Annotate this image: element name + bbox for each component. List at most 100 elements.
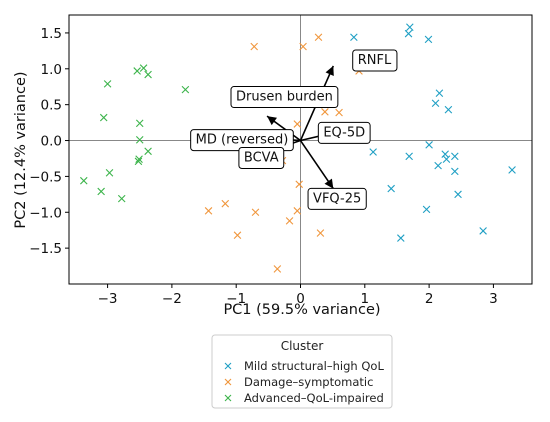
loading-label: VFQ-25 bbox=[313, 191, 361, 206]
y-tick-label: −1.5 bbox=[29, 241, 62, 257]
scatter-point-stroke bbox=[405, 152, 413, 161]
scatter-point-stroke bbox=[134, 157, 143, 166]
scatter-point-stroke bbox=[251, 208, 260, 217]
scatter-point bbox=[321, 108, 329, 116]
scatter-point-stroke bbox=[135, 136, 144, 144]
scatter-point-stroke bbox=[406, 23, 414, 31]
scatter-point-stroke bbox=[424, 35, 433, 44]
y-tick-label: 1.0 bbox=[41, 62, 62, 78]
scatter-point bbox=[233, 231, 242, 240]
scatter-point bbox=[405, 152, 413, 161]
loading-label: MD (reversed) bbox=[196, 133, 289, 148]
scatter-point bbox=[451, 152, 459, 161]
scatter-point-stroke bbox=[181, 85, 190, 94]
scatter-point bbox=[181, 85, 190, 94]
scatter-point-stroke bbox=[444, 105, 453, 114]
scatter-point-stroke bbox=[442, 155, 451, 163]
scatter-point-stroke bbox=[431, 99, 440, 108]
x-tick-label: 1 bbox=[361, 291, 370, 307]
legend-marker bbox=[224, 362, 232, 370]
scatter-point bbox=[444, 105, 453, 114]
scatter-point bbox=[135, 119, 144, 128]
x-tick-label: 3 bbox=[489, 291, 498, 307]
scatter-point-stroke bbox=[135, 119, 144, 128]
scatter-point bbox=[442, 155, 451, 163]
x-axis-label: PC1 (59.5% variance) bbox=[223, 302, 380, 318]
loading-label: RNFL bbox=[358, 53, 392, 68]
legend-entry-label: Advanced–QoL-impaired bbox=[244, 391, 384, 405]
loading-label: BCVA bbox=[244, 151, 279, 166]
scatter-point-stroke bbox=[293, 207, 302, 215]
scatter-point-stroke bbox=[293, 120, 302, 128]
scatter-point bbox=[273, 265, 282, 273]
scatter-point bbox=[479, 227, 487, 235]
scatter-point bbox=[431, 99, 440, 108]
loading-label-frame bbox=[352, 49, 398, 72]
scatter-point bbox=[133, 67, 141, 75]
loading-arrow bbox=[266, 115, 301, 142]
y-tick-label: −1.0 bbox=[29, 205, 62, 221]
loading-label: Drusen burden bbox=[236, 90, 333, 105]
scatter-point-stroke bbox=[105, 169, 114, 177]
scatter-point-stroke bbox=[250, 42, 258, 51]
loading-label-box: EQ-5D bbox=[317, 121, 371, 144]
scatter-point-stroke bbox=[435, 89, 444, 97]
scatter-point bbox=[435, 89, 444, 97]
scatter-point bbox=[135, 136, 144, 144]
scatter-point bbox=[454, 190, 462, 199]
loading-label-box: VFQ-25 bbox=[307, 187, 367, 210]
scatter-point bbox=[369, 148, 377, 156]
loading-arrow-head bbox=[267, 116, 277, 126]
scatter-point-stroke bbox=[451, 167, 459, 176]
scatter-point bbox=[387, 184, 395, 193]
scatter-point bbox=[80, 176, 88, 185]
legend-marker-stroke bbox=[224, 394, 232, 402]
scatter-point bbox=[335, 108, 343, 117]
scatter-point bbox=[134, 157, 143, 166]
scatter-point bbox=[434, 161, 442, 170]
loading-arrow bbox=[299, 140, 334, 190]
y-tick-label: −0.5 bbox=[29, 169, 62, 185]
scatter-point bbox=[99, 113, 108, 122]
loading-label-box: MD (reversed) bbox=[190, 129, 294, 152]
loading-label-box: BCVA bbox=[238, 147, 285, 170]
scatter-point-stroke bbox=[454, 190, 462, 199]
scatter-point bbox=[508, 166, 516, 174]
scatter-point bbox=[295, 180, 304, 189]
loading-label-frame bbox=[317, 121, 371, 144]
scatter-point bbox=[422, 205, 431, 214]
scatter-point bbox=[314, 33, 323, 42]
scatter-point bbox=[139, 64, 148, 72]
legend-frame bbox=[211, 334, 393, 409]
scatter-point-stroke bbox=[422, 205, 431, 214]
scatter-point bbox=[97, 187, 105, 196]
scatter-point-stroke bbox=[321, 108, 329, 116]
scatter-point bbox=[441, 150, 449, 158]
x-tick-label: −1 bbox=[226, 291, 246, 307]
scatter-point-stroke bbox=[233, 231, 242, 240]
loading-label-box: Drusen burden bbox=[230, 86, 339, 109]
x-tick-label: 0 bbox=[296, 291, 305, 307]
scatter-point bbox=[299, 42, 307, 51]
scatter-point bbox=[425, 141, 433, 149]
loading-label-frame bbox=[238, 147, 285, 170]
x-tick-label: 2 bbox=[425, 291, 434, 307]
scatter-point bbox=[251, 208, 260, 217]
scatter-point-stroke bbox=[369, 148, 377, 156]
scatter-point-stroke bbox=[335, 108, 343, 117]
x-tick-label: −2 bbox=[162, 291, 182, 307]
scatter-point bbox=[406, 23, 414, 31]
legend-marker-stroke bbox=[224, 378, 232, 386]
scatter-point bbox=[135, 155, 143, 163]
y-tick-label: 1.5 bbox=[41, 26, 62, 42]
scatter-point-stroke bbox=[144, 70, 152, 79]
scatter-point bbox=[293, 207, 302, 215]
scatter-point-stroke bbox=[133, 67, 141, 75]
y-tick-label: 0.0 bbox=[41, 134, 62, 150]
scatter-point-stroke bbox=[434, 161, 442, 170]
scatter-point-stroke bbox=[397, 234, 405, 242]
loading-label-frame bbox=[307, 187, 367, 210]
loading-label-frame bbox=[230, 86, 339, 109]
scatter-point bbox=[451, 167, 459, 176]
